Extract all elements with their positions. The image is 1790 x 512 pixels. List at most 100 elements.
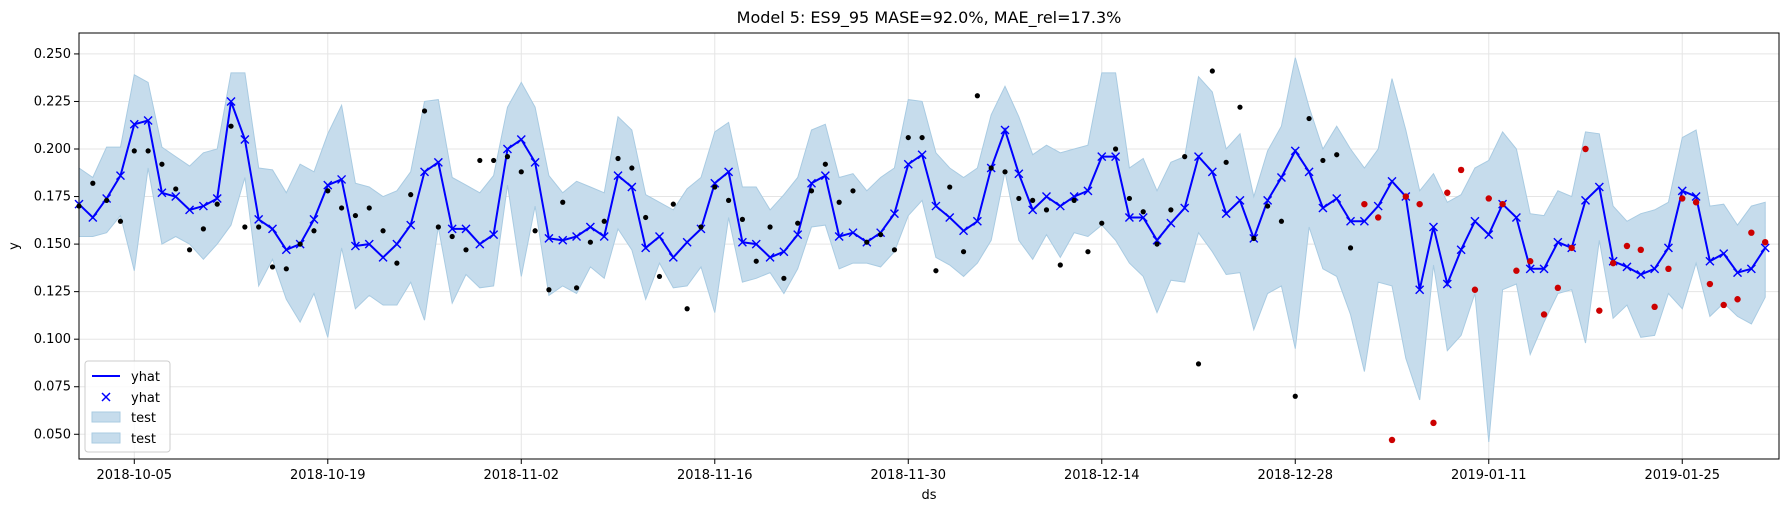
yhat-marker [1636, 270, 1646, 280]
yhat-marker-stroke [420, 167, 430, 177]
yhat-marker [433, 157, 443, 167]
x-tick-label: 2018-11-02 [483, 468, 559, 483]
yhat-marker-stroke [1663, 243, 1673, 253]
yhat-marker [502, 144, 512, 154]
actual-point [795, 220, 801, 226]
yhat-marker-stroke [350, 241, 360, 251]
y-tick-label: 0.075 [34, 380, 71, 395]
test-point [1651, 303, 1658, 311]
yhat-marker-stroke [627, 182, 637, 192]
legend-band-swatch-2 [91, 432, 121, 444]
actual-point [1265, 203, 1271, 209]
yhat-marker-stroke [1207, 167, 1217, 177]
actual-point [836, 199, 842, 205]
yhat-marker [1691, 192, 1701, 202]
yhat-marker [710, 178, 720, 188]
yhat-marker [1332, 193, 1342, 203]
actual-point [1057, 262, 1063, 268]
yhat-marker-stroke [516, 135, 526, 144]
actual-point [131, 148, 137, 154]
yhat-marker [1014, 169, 1024, 179]
yhat-marker-stroke [613, 171, 623, 181]
actual-point [366, 205, 372, 211]
yhat-marker [1152, 235, 1162, 245]
test-point [1402, 193, 1410, 200]
yhat-marker-stroke [226, 96, 236, 106]
yhat-marker [115, 171, 125, 181]
yhat-marker [959, 226, 969, 236]
actual-point [822, 161, 828, 167]
yhat-marker [1470, 216, 1480, 226]
legend-label-band: test [131, 411, 156, 426]
yhat-marker [281, 245, 291, 255]
actual-point [947, 184, 953, 190]
actual-point [1182, 154, 1188, 160]
yhat-marker-stroke [1180, 203, 1190, 213]
yhat-marker-stroke [489, 230, 499, 240]
legend-label-markers: yhat [131, 391, 160, 406]
actual-point [1347, 245, 1354, 251]
yhat-marker-stroke [1318, 203, 1328, 213]
yhat-marker [1719, 249, 1729, 259]
yhat-marker-stroke [1014, 169, 1024, 179]
yhat-marker [572, 231, 582, 241]
yhat-marker [779, 247, 789, 257]
yhat-marker [682, 237, 692, 247]
yhat-marker [1456, 245, 1466, 255]
yhat-marker [1000, 125, 1010, 135]
yhat-marker-stroke [254, 214, 264, 224]
yhat-marker [931, 201, 941, 211]
yhat-marker-stroke [765, 252, 775, 262]
yhat-marker-stroke [502, 144, 512, 154]
y-tick-label: 0.100 [34, 332, 71, 347]
actual-point [1030, 197, 1036, 203]
yhat-marker-stroke [1097, 152, 1107, 162]
test-point [1596, 307, 1603, 314]
yhat-marker [1622, 262, 1632, 272]
test-point [1748, 229, 1755, 236]
yhat-marker-stroke [820, 171, 830, 181]
yhat-marker [724, 167, 734, 177]
actual-point [891, 247, 898, 253]
yhat-marker-stroke [737, 237, 747, 247]
yhat-marker [1760, 243, 1770, 253]
yhat-marker [1166, 218, 1176, 228]
yhat-marker [1525, 264, 1535, 274]
yhat-marker [737, 237, 747, 247]
actual-point [753, 258, 759, 264]
yhat-marker [751, 239, 761, 249]
actual-point [1126, 195, 1133, 202]
y-tick-label: 0.125 [34, 285, 71, 300]
yhat-marker-stroke [1553, 237, 1563, 247]
yhat-marker [1276, 173, 1286, 183]
yhat-marker-stroke [240, 135, 250, 144]
yhat-marker [157, 188, 167, 198]
yhat-marker-stroke [1470, 216, 1480, 226]
actual-point [421, 108, 428, 114]
actual-point [808, 188, 815, 194]
yhat-marker-stroke [1138, 212, 1148, 222]
yhat-marker-stroke [323, 180, 333, 190]
yhat-marker [240, 135, 250, 144]
yhat-marker-stroke [668, 252, 678, 262]
yhat-marker [585, 222, 595, 232]
yhat-marker [599, 231, 609, 241]
actual-points [76, 68, 1769, 444]
yhat-marker [558, 235, 568, 245]
yhat-marker [143, 115, 153, 125]
actual-point [228, 123, 234, 129]
actual-point [449, 233, 455, 240]
yhat-marker-stroke [129, 119, 139, 129]
yhat-marker-stroke [1221, 209, 1231, 219]
y-axis-label: y [7, 242, 22, 250]
yhat-marker-stroke [337, 174, 347, 184]
actual-point [684, 306, 690, 312]
actual-point [629, 165, 635, 171]
x-tick-label: 2019-01-11 [1451, 468, 1527, 483]
yhat-marker-stroke [1000, 125, 1010, 135]
yhat-marker-stroke [406, 220, 416, 230]
yhat-marker [1180, 203, 1190, 213]
legend-box [84, 360, 171, 453]
test-point [1471, 286, 1479, 293]
actual-point [283, 266, 289, 272]
